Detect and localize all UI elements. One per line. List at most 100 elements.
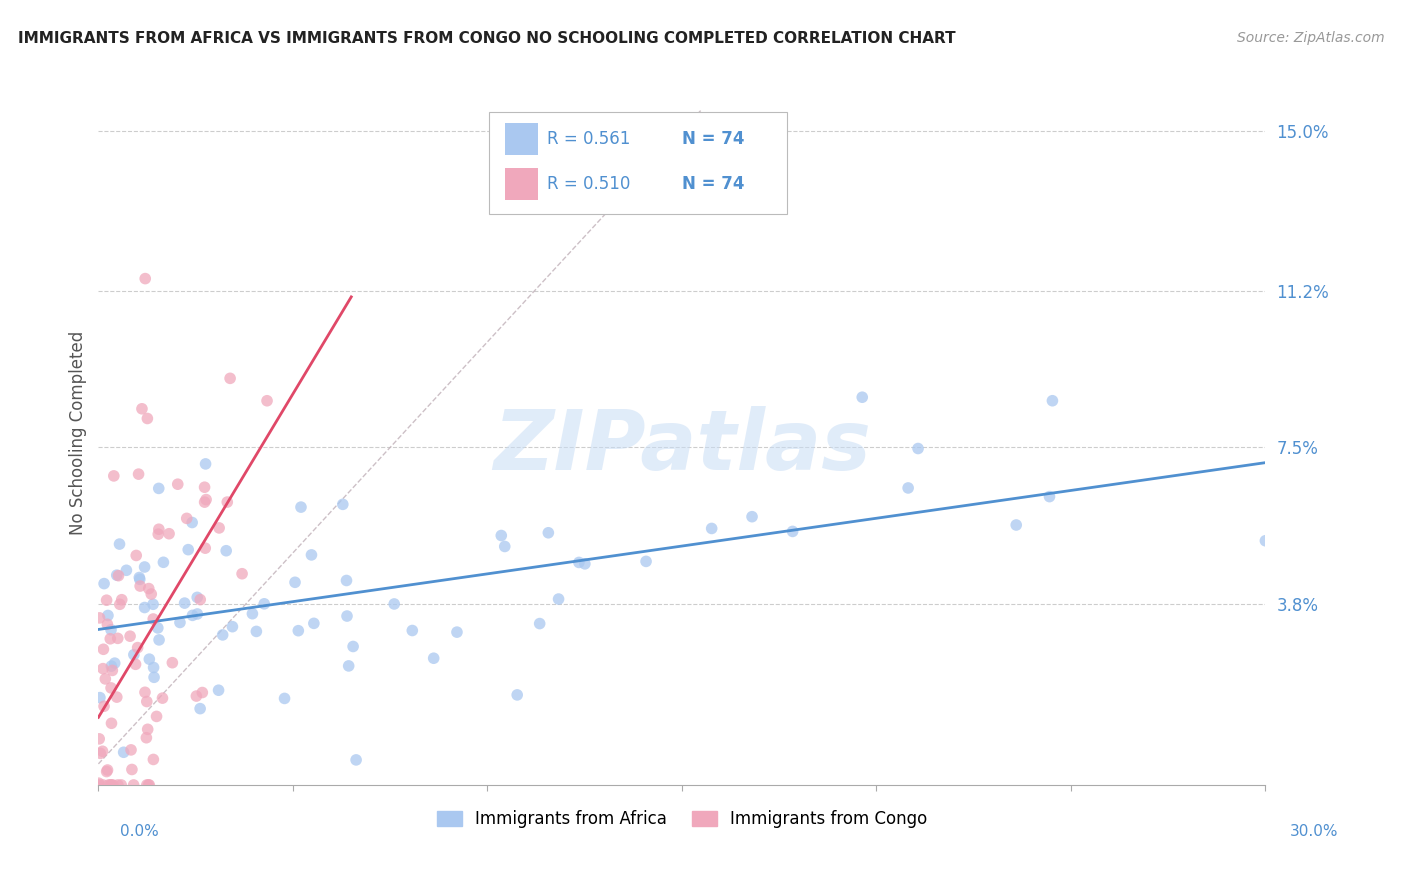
Point <box>142 597 165 611</box>
Point <box>636 554 658 568</box>
Point <box>194 457 217 471</box>
Point <box>97 608 120 623</box>
Point <box>138 778 160 792</box>
Point <box>141 587 163 601</box>
FancyBboxPatch shape <box>505 122 538 155</box>
Point <box>242 607 264 621</box>
Point <box>89 690 111 705</box>
Point <box>574 557 596 571</box>
Point <box>100 659 122 673</box>
Point <box>194 495 217 509</box>
Text: N = 74: N = 74 <box>682 129 744 148</box>
Point <box>136 411 159 425</box>
Point <box>1042 393 1064 408</box>
Point <box>152 691 174 706</box>
Point <box>181 516 204 530</box>
Point <box>494 540 516 554</box>
Text: 30.0%: 30.0% <box>1291 824 1339 838</box>
Point <box>231 566 253 581</box>
Point <box>897 481 920 495</box>
Point <box>98 632 121 646</box>
Point <box>186 591 208 605</box>
Point <box>134 685 156 699</box>
Point <box>1038 490 1060 504</box>
Point <box>194 541 217 556</box>
Point <box>93 576 115 591</box>
Point <box>215 543 238 558</box>
Point <box>148 527 170 541</box>
Point <box>219 371 242 385</box>
Point <box>335 574 357 588</box>
Point <box>87 776 110 790</box>
Point <box>1005 518 1028 533</box>
Point <box>138 582 160 596</box>
Point <box>162 656 184 670</box>
Point <box>91 778 114 792</box>
Point <box>124 657 146 672</box>
FancyBboxPatch shape <box>505 168 538 200</box>
Point <box>115 563 138 577</box>
Point <box>103 469 125 483</box>
Point <box>245 624 267 639</box>
Legend: Immigrants from Africa, Immigrants from Congo: Immigrants from Africa, Immigrants from … <box>429 802 935 837</box>
Point <box>700 521 723 535</box>
Point <box>195 492 218 507</box>
Point <box>146 621 169 635</box>
Point <box>100 716 122 731</box>
Point <box>301 548 323 562</box>
Point <box>157 526 180 541</box>
Point <box>145 709 167 723</box>
Point <box>344 753 367 767</box>
Point <box>273 691 295 706</box>
Point <box>93 642 115 657</box>
Point <box>138 652 160 666</box>
Point <box>122 648 145 662</box>
FancyBboxPatch shape <box>489 112 787 214</box>
Point <box>128 570 150 584</box>
Point <box>135 778 157 792</box>
Point <box>207 683 229 698</box>
Point <box>537 525 560 540</box>
Point <box>166 477 188 491</box>
Point <box>96 593 118 607</box>
Point <box>142 752 165 766</box>
Point <box>188 701 211 715</box>
Point <box>131 401 153 416</box>
Point <box>120 629 142 643</box>
Point <box>96 764 118 779</box>
Point <box>105 568 128 582</box>
Point <box>121 763 143 777</box>
Point <box>186 689 208 703</box>
Point <box>128 467 150 482</box>
Point <box>87 778 110 792</box>
Point <box>142 660 165 674</box>
Point <box>208 521 231 535</box>
Point <box>188 592 211 607</box>
Point <box>96 763 118 777</box>
Point <box>336 609 359 624</box>
Point <box>191 685 214 699</box>
Point <box>125 549 148 563</box>
Point <box>101 664 124 678</box>
Text: ZIPatlas: ZIPatlas <box>494 406 870 487</box>
Point <box>136 723 159 737</box>
Point <box>337 659 360 673</box>
Point <box>302 616 325 631</box>
Point <box>217 495 239 509</box>
Point <box>89 731 111 746</box>
Point <box>491 528 513 542</box>
Point <box>108 537 131 551</box>
Text: N = 74: N = 74 <box>682 175 744 193</box>
Point <box>148 482 170 496</box>
Point <box>741 509 763 524</box>
Point <box>422 651 444 665</box>
Point <box>152 555 174 569</box>
Point <box>253 597 276 611</box>
Point <box>287 624 309 638</box>
Point <box>148 522 170 536</box>
Point <box>134 271 156 285</box>
Point <box>138 778 160 792</box>
Point <box>401 624 423 638</box>
Point <box>907 442 929 456</box>
Point <box>211 628 233 642</box>
